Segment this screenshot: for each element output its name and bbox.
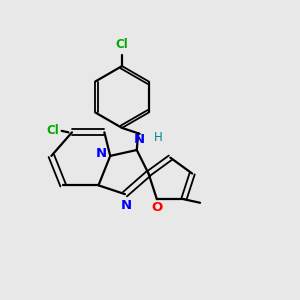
- Text: O: O: [151, 201, 163, 214]
- Text: N: N: [134, 133, 145, 146]
- Text: H: H: [154, 131, 163, 144]
- Text: N: N: [121, 200, 132, 212]
- Text: N: N: [96, 147, 107, 160]
- Text: Cl: Cl: [116, 38, 128, 51]
- Text: Cl: Cl: [46, 124, 59, 137]
